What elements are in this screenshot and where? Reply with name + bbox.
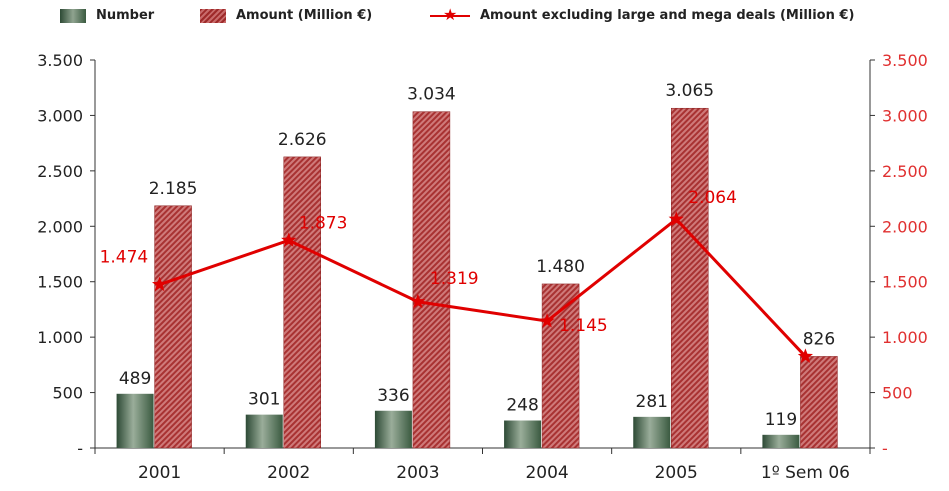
bar-amount <box>800 356 838 449</box>
line-point-marker <box>668 211 684 226</box>
bar-number <box>116 393 154 448</box>
x-tick-label: 2003 <box>396 463 439 483</box>
data-label-number: 489 <box>119 369 151 389</box>
data-label-amount: 826 <box>803 329 835 349</box>
y-tick-label-right: 500 <box>882 384 913 403</box>
y-tick-label-left: 1.500 <box>37 273 83 292</box>
line-point-marker <box>539 313 555 328</box>
legend-label-amount-excl: Amount excluding large and mega deals (M… <box>480 8 855 23</box>
y-tick-label-right: 2.000 <box>882 217 928 236</box>
y-tick-label-left: 3.500 <box>37 51 83 70</box>
y-tick-label-right: 3.500 <box>882 51 928 70</box>
y-tick-label-left: 3.000 <box>37 106 83 125</box>
legend-item-amount-excl: ★ Amount excluding large and mega deals … <box>430 5 855 24</box>
y-tick-label-right: 2.500 <box>882 162 928 181</box>
bar-number <box>633 416 671 448</box>
data-label-amount: 2.626 <box>278 130 327 150</box>
line-amount-excl <box>159 217 807 358</box>
line-point-marker <box>797 348 813 363</box>
bar-amount <box>154 205 192 449</box>
bar-amount <box>671 107 709 449</box>
bar-amount <box>283 156 321 449</box>
data-label-number: 281 <box>636 392 668 412</box>
data-label-amount: 3.065 <box>665 81 714 101</box>
data-label-amount: 1.480 <box>536 257 585 277</box>
line-point-marker <box>152 276 168 292</box>
x-tick-label: 1º Sem 06 <box>761 463 850 483</box>
x-tick-label: 2004 <box>525 463 568 483</box>
legend-swatch-line: ★ <box>430 5 470 24</box>
legend-label-amount: Amount (Million €) <box>236 8 373 23</box>
legend-item-amount: Amount (Million €) <box>200 8 372 23</box>
x-tick-label: 2005 <box>655 463 698 483</box>
bar-amount <box>412 111 451 449</box>
data-label-number: 301 <box>248 390 280 410</box>
y-tick-label-right: 3.000 <box>882 106 928 125</box>
y-tick-label-right: 1.500 <box>882 273 928 292</box>
bar-number <box>245 414 283 448</box>
legend-label-number: Number <box>96 8 155 23</box>
data-label-amount-excl: 1.145 <box>559 316 608 336</box>
data-label-amount-excl: 2.064 <box>688 188 737 208</box>
data-label-amount: 2.185 <box>149 179 198 199</box>
y-tick-label-right: - <box>882 439 888 458</box>
data-label-amount: 3.034 <box>407 85 456 105</box>
y-tick-label-left: 1.000 <box>37 328 83 347</box>
bar-number <box>504 420 542 448</box>
data-label-amount-excl: 1.474 <box>100 248 149 268</box>
data-label-amount-excl: 1.319 <box>430 269 479 289</box>
legend-swatch-number <box>60 8 86 23</box>
y-tick-label-left: 500 <box>52 384 83 403</box>
legend: Number Amount (Million €) ★ Amount exclu… <box>0 5 949 30</box>
y-tick-label-left: - <box>77 439 83 458</box>
data-label-number: 248 <box>506 396 538 416</box>
line-point-marker <box>410 293 426 309</box>
y-tick-label-right: 1.000 <box>882 328 928 347</box>
y-tick-label-left: 2.500 <box>37 162 83 181</box>
bar-number <box>762 434 800 448</box>
bar-number <box>374 410 412 448</box>
data-label-amount-excl: 1.873 <box>299 213 348 233</box>
legend-item-number: Number <box>60 8 154 23</box>
legend-swatch-amount <box>200 8 226 23</box>
y-tick-label-left: 2.000 <box>37 217 83 236</box>
x-tick-label: 2002 <box>267 463 310 483</box>
data-label-number: 119 <box>765 410 797 430</box>
data-label-number: 336 <box>377 386 409 406</box>
x-tick-label: 2001 <box>138 463 181 483</box>
line-point-marker <box>281 232 297 247</box>
